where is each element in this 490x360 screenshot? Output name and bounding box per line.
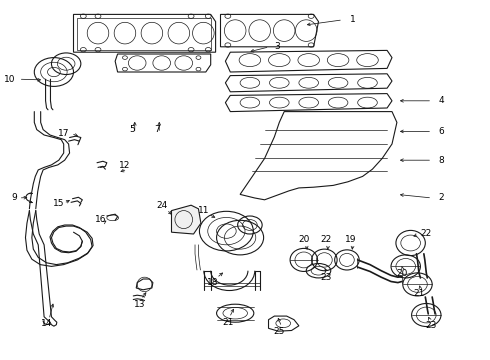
Text: 7: 7 — [154, 125, 160, 134]
Text: 18: 18 — [207, 278, 219, 287]
Text: 17: 17 — [58, 129, 70, 138]
Text: 22: 22 — [320, 235, 331, 244]
Text: 20: 20 — [396, 269, 408, 278]
Text: 21: 21 — [222, 318, 234, 327]
Text: 4: 4 — [438, 96, 444, 105]
Text: 16: 16 — [95, 215, 106, 224]
Text: 21: 21 — [413, 289, 425, 298]
Text: 12: 12 — [119, 161, 131, 170]
Text: 10: 10 — [4, 75, 16, 84]
Text: 5: 5 — [129, 125, 135, 134]
Text: 19: 19 — [344, 235, 356, 244]
Text: 23: 23 — [320, 273, 332, 282]
Text: 3: 3 — [274, 42, 280, 51]
Text: 25: 25 — [273, 327, 285, 336]
Text: 13: 13 — [134, 300, 146, 309]
Text: 2: 2 — [438, 194, 444, 202]
Text: 1: 1 — [350, 15, 356, 24]
Text: 23: 23 — [425, 321, 437, 330]
Text: 6: 6 — [438, 127, 444, 136]
Text: 8: 8 — [438, 156, 444, 165]
Text: 9: 9 — [12, 194, 18, 202]
Text: 11: 11 — [197, 206, 209, 215]
Text: 15: 15 — [53, 199, 65, 208]
Text: 20: 20 — [298, 235, 310, 244]
Text: 22: 22 — [421, 230, 432, 239]
Polygon shape — [172, 205, 201, 234]
Text: 14: 14 — [41, 320, 52, 328]
Text: 24: 24 — [156, 201, 167, 210]
